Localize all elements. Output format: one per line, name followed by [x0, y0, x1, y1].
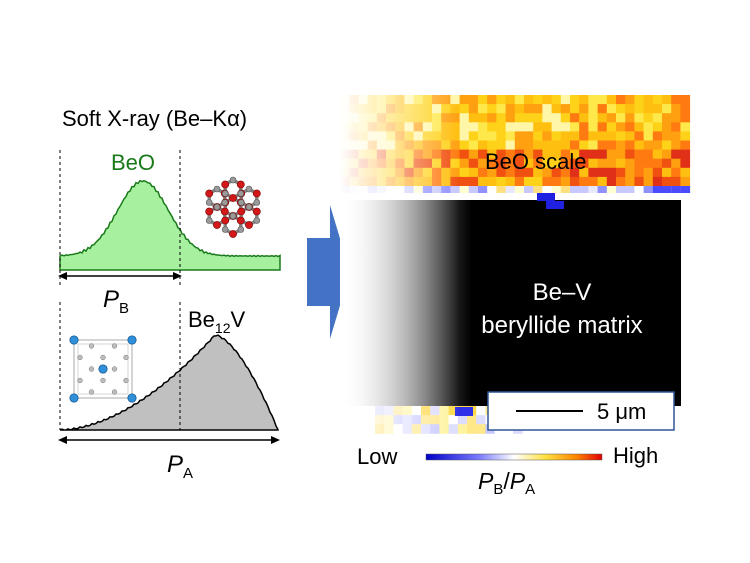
beo-spectrum [59, 150, 281, 286]
beo-crystal-structure-icon [205, 176, 261, 238]
matrix-label-line2: beryllide matrix [481, 312, 642, 339]
be12v-spectrum [59, 302, 279, 431]
colorbar-gradient [425, 453, 603, 461]
pb-pa-ratio-map [340, 92, 691, 437]
transition-arrow [307, 205, 350, 339]
matrix-label-line1: Be–V [533, 279, 592, 306]
map-left-fade [340, 92, 460, 437]
be12v-label: Be12V [188, 307, 246, 336]
scalebar-label: 5 μm [597, 399, 646, 424]
beo-scale-label: BeO scale [485, 149, 587, 174]
pa-label: PA [167, 451, 193, 482]
be12v-spectrum-curve [59, 334, 279, 431]
be12v-crystal-structure-icon [69, 335, 137, 403]
colorbar-ratio-label: PB/PA [478, 468, 535, 498]
pb-label: PB [103, 286, 129, 317]
soft-xray-title: Soft X-ray (Be–Kα) [62, 106, 247, 131]
pa-span-arrow [58, 436, 280, 444]
beo-label: BeO [111, 150, 155, 175]
colorbar: Low High PB/PA [357, 443, 658, 498]
colorbar-low-label: Low [357, 444, 397, 469]
pb-span-arrow [58, 272, 182, 280]
colorbar-high-label: High [613, 443, 658, 468]
beo-spectrum-curve [59, 179, 281, 271]
scalebar: 5 μm [487, 391, 675, 431]
